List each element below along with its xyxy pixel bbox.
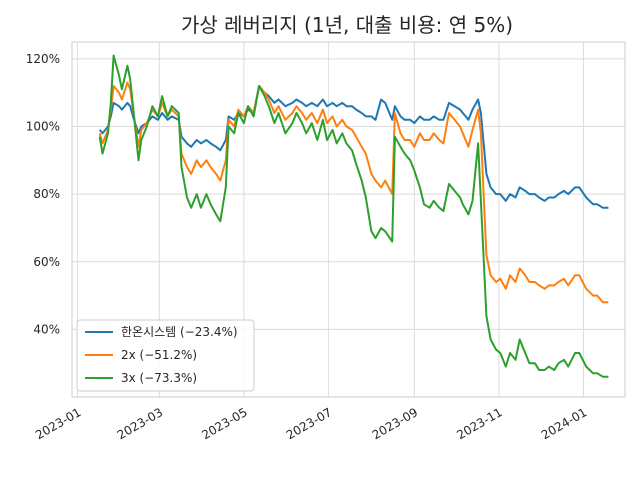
series-line-2	[98, 54, 609, 378]
series-line-0	[98, 85, 609, 209]
x-tick-label: 2023-11	[454, 405, 504, 442]
x-tick-label: 2023-05	[199, 405, 249, 442]
grid	[72, 42, 625, 397]
x-axis: 2023-01 2023-03 2023-05 2023-07 2023-09 2023-…	[33, 405, 589, 442]
series-line-1	[98, 81, 609, 304]
x-tick-label: 2023-01	[33, 405, 83, 442]
legend-label: 3x (−73.3%)	[121, 371, 197, 385]
legend-box	[76, 319, 255, 392]
series-lines	[98, 54, 609, 378]
y-tick-label: 40%	[33, 322, 60, 336]
x-tick-label: 2023-03	[115, 405, 165, 442]
y-tick-label: 60%	[33, 255, 60, 269]
legend: 한온시스템 (−23.4%) 2x (−51.2%) 3x (−73.3%)	[76, 319, 255, 392]
y-axis: 40% 60% 80% 100% 120%	[26, 52, 60, 336]
legend-label: 2x (−51.2%)	[121, 348, 197, 362]
x-tick-label: 2024-01	[539, 405, 589, 442]
chart-title: 가상 레버리지 (1년, 대출 비용: 연 5%)	[181, 13, 513, 37]
plot-frame	[71, 41, 626, 398]
y-tick-label: 120%	[26, 52, 60, 66]
y-tick-label: 100%	[26, 120, 60, 134]
x-tick-label: 2023-09	[370, 405, 420, 442]
y-tick-label: 80%	[33, 187, 60, 201]
legend-label: 한온시스템 (−23.4%)	[121, 325, 238, 339]
x-tick-label: 2023-07	[284, 405, 334, 442]
